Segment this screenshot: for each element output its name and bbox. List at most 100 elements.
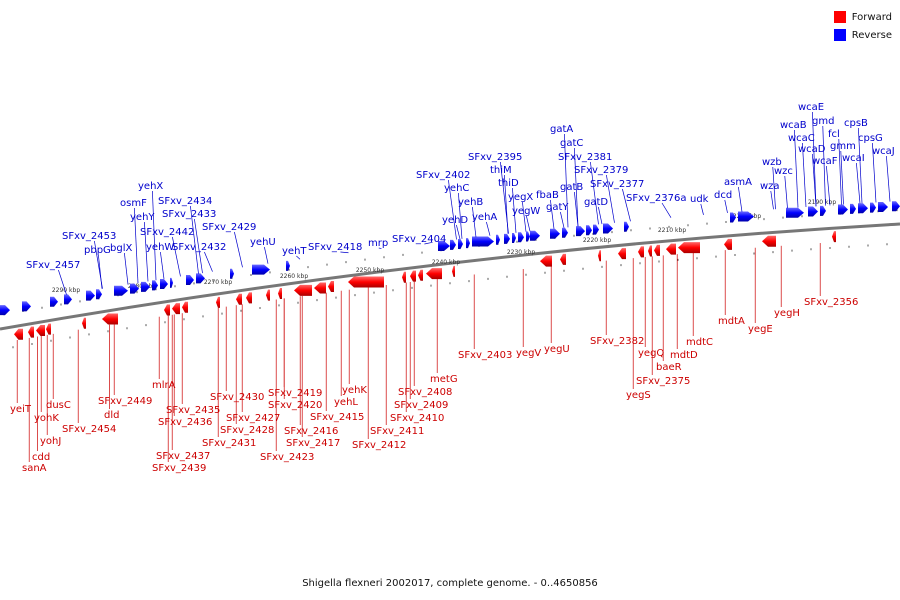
forward-gene-arrow — [762, 235, 776, 247]
gene-label-yehb: yehB — [458, 197, 483, 208]
gene-label-wcad: wcaD — [798, 144, 826, 155]
reverse-gene-arrow — [152, 280, 158, 291]
tick-label-2230-kbp: 2230 kbp — [507, 249, 535, 256]
forward-gene-arrow — [648, 245, 652, 257]
gene-label-sfxv-2442: SFxv_2442 — [140, 227, 194, 238]
tick-label-2290-kbp: 2290 kbp — [52, 287, 80, 294]
reverse-gene-arrow — [878, 202, 888, 213]
gene-leader-line — [856, 162, 861, 204]
gene-label-gatd: gatD — [584, 197, 608, 208]
reverse-gene-arrow — [160, 278, 168, 289]
gene-label-sfxv-2402: SFxv_2402 — [416, 170, 470, 181]
gene-label-yege: yegE — [748, 324, 773, 335]
gene-leader-line — [264, 246, 269, 264]
forward-gene-arrow — [426, 268, 442, 280]
gene-leader-line — [550, 199, 555, 229]
gene-label-sfxv-2427: SFxv_2427 — [226, 413, 280, 424]
forward-gene-arrow — [560, 253, 566, 265]
gene-leader-line — [340, 251, 349, 254]
gene-label-baer: baeR — [656, 362, 682, 373]
gene-label-udk: udk — [690, 194, 709, 205]
gene-label-dcd: dcd — [714, 190, 732, 201]
reverse-gene-arrow — [252, 264, 270, 275]
gene-label-mdta: mdtA — [718, 316, 745, 327]
forward-gene-arrow — [246, 292, 252, 304]
gene-label-mlra: mlrA — [152, 380, 176, 391]
reverse-gene-arrow — [230, 268, 234, 279]
gene-label-gaty: gatY — [546, 202, 569, 213]
gene-label-yehk: yehK — [342, 385, 367, 396]
gene-label-thid: thiD — [498, 178, 519, 189]
reverse-gene-arrow — [586, 225, 592, 236]
gene-leader-line — [458, 192, 463, 239]
forward-gene-arrow — [28, 326, 34, 338]
gene-label-sfxv-2435: SFxv_2435 — [166, 405, 220, 416]
forward-gene-arrow — [328, 281, 334, 293]
forward-gene-arrow — [46, 323, 51, 335]
gene-label-bglx: bglX — [110, 243, 132, 254]
gene-label-yohj: yohJ — [40, 436, 61, 447]
gene-leader-line — [190, 205, 199, 274]
reverse-gene-arrow — [130, 283, 139, 294]
gene-label-mdtc: mdtC — [686, 337, 713, 348]
reverse-gene-arrow — [472, 236, 494, 247]
gene-label-asma: asmA — [724, 177, 752, 188]
gene-leader-line — [886, 155, 891, 202]
gene-leader-line — [204, 251, 213, 272]
gene-label-yegv: yegV — [516, 348, 541, 359]
gene-leader-line — [838, 138, 842, 205]
gene-leader-line — [794, 129, 799, 208]
gene-label-sfxv-2382: SFxv_2382 — [590, 336, 644, 347]
forward-gene-arrow — [618, 248, 626, 260]
gene-leader-line — [472, 206, 477, 238]
gene-label-sfxv-2415: SFxv_2415 — [310, 412, 364, 423]
gene-label-sana: sanA — [22, 463, 47, 474]
gene-label-yehw: yehW — [146, 242, 174, 253]
gene-label-sfxv-2429: SFxv_2429 — [202, 222, 256, 233]
gene-leader-line — [802, 142, 807, 208]
gene-leader-line — [512, 187, 517, 233]
forward-gene-arrow — [102, 313, 118, 325]
gene-label-sfxv-2437: SFxv_2437 — [156, 451, 210, 462]
gene-leader-line — [234, 231, 243, 268]
gene-leader-line — [700, 203, 704, 215]
forward-gene-arrow — [598, 250, 601, 262]
gene-label-sfxv-2453: SFxv_2453 — [62, 231, 116, 242]
forward-gene-arrow — [452, 265, 455, 277]
gene-label-gatb: gatB — [560, 182, 583, 193]
reverse-gene-arrow — [530, 230, 540, 241]
gene-label-sfxv-2403: SFxv_2403 — [458, 350, 512, 361]
reverse-gene-arrow — [870, 202, 876, 213]
gene-leader-line — [661, 202, 672, 218]
gene-label-fcl: fcl — [828, 129, 840, 140]
gene-label-sfxv-2423: SFxv_2423 — [260, 452, 314, 463]
gene-label-sfxv-2418: SFxv_2418 — [308, 242, 362, 253]
gene-label-yehd: yehD — [442, 215, 468, 226]
gene-label-sfxv-2416: SFxv_2416 — [284, 426, 338, 437]
reverse-gene-arrow — [624, 221, 629, 232]
gene-leader-line — [522, 201, 527, 232]
reverse-gene-arrow — [50, 296, 58, 307]
gene-label-gata: gatA — [550, 124, 573, 135]
gene-label-yeha: yehA — [472, 212, 497, 223]
gene-label-sfxv-2395: SFxv_2395 — [468, 152, 522, 163]
reverse-gene-arrow — [526, 231, 530, 242]
reverse-gene-arrow — [518, 232, 524, 243]
gene-leader-line — [152, 190, 157, 281]
forward-gene-arrow — [666, 243, 676, 255]
gene-label-sfxv-2412: SFxv_2412 — [352, 440, 406, 451]
gene-label-sfxv-2419: SFxv_2419 — [268, 388, 322, 399]
gene-label-yehy: yehY — [130, 212, 155, 223]
reverse-gene-arrow — [466, 238, 470, 249]
forward-gene-arrow — [82, 317, 86, 329]
forward-gene-arrow — [348, 276, 384, 288]
gene-leader-line — [606, 174, 615, 223]
gene-leader-line — [144, 221, 149, 282]
gene-label-yegs: yegS — [626, 390, 651, 401]
reverse-gene-arrow — [196, 273, 205, 284]
gene-label-sfxv-2379: SFxv_2379 — [574, 165, 628, 176]
forward-swatch — [833, 11, 846, 23]
gene-label-yegw: yegW — [512, 206, 540, 217]
gene-label-yegq: yegQ — [638, 348, 664, 359]
gene-leader-line — [486, 221, 491, 236]
